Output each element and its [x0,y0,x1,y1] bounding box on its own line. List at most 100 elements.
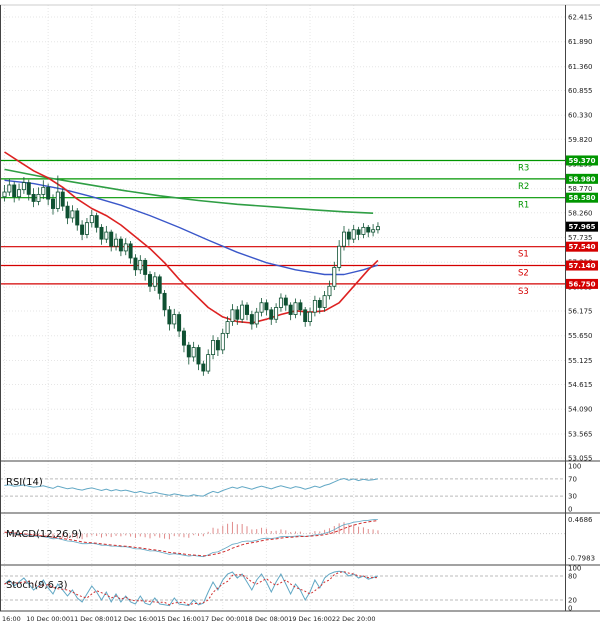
stoch-axis-tick: 80 [568,573,577,581]
candle [327,285,332,297]
candle [259,302,264,313]
candle [196,347,201,365]
candle [288,304,293,315]
candle [351,229,356,240]
x-axis-label: 10 Dec 00:00 [26,615,70,623]
x-axis-label: 22 Dec 20:00 [332,615,376,623]
candle [123,243,128,252]
rsi-line [4,477,378,497]
rsi-panel-title: RSI(14) [6,477,43,488]
candle [206,354,211,372]
candle [244,304,249,315]
price-axis-tick: 53.565 [568,430,593,438]
stoch-k-line [4,570,379,607]
price-axis-tick: 55.650 [568,332,593,340]
price-axis-tick: 58.260 [568,209,593,217]
candle [225,321,230,334]
candle [26,182,31,195]
macd-panel-title: MACD(12,26,9) [6,529,82,540]
x-axis-label: 15 Dec 16:00 [157,615,201,623]
candle [31,193,36,202]
candle [211,340,216,355]
price-axis-tick: 60.855 [568,87,593,95]
resistance-label-r2: R2 [518,182,529,192]
x-axis-label: 17 Dec 00:00 [201,615,245,623]
candle [65,205,70,219]
price-axis-tick: 60.330 [568,112,593,120]
price-axis-tick: 61.890 [568,38,593,46]
candle [371,229,376,233]
candle [17,189,22,198]
svg-text:58.980: 58.980 [568,175,595,183]
x-axis-label: 19 Dec 16:00 [288,615,332,623]
support-price-box [566,241,598,252]
x-axis-label: 18 Dec 08:00 [245,615,289,623]
price-axis-tick: 54.090 [568,406,593,414]
candle [152,276,157,287]
resistance-label-r1: R1 [518,201,529,211]
price-axis-tick: 56.175 [568,308,593,316]
candle [346,231,351,240]
candle [264,302,269,311]
stoch-panel-title: Stoch(9,6,3) [6,580,68,591]
panel-frame [0,4,600,612]
candle [269,309,274,320]
candle [254,311,259,325]
candle [99,226,104,240]
price-axis-tick: 55.125 [568,357,593,365]
candle [128,243,133,259]
resistance-price-box [566,155,598,166]
price-axis-tick: 62.415 [568,14,593,22]
candle [186,344,191,358]
candle [220,332,225,351]
price-axis-tick: 58.770 [568,185,593,193]
candle [51,198,56,209]
candle [167,309,172,325]
candle [201,363,206,372]
candle [70,210,75,219]
support-price-box [566,278,598,289]
candle [89,215,94,224]
candle [7,184,12,193]
candle [133,257,138,271]
support-label-s1: S1 [518,250,529,260]
candle [80,224,85,235]
candle [55,191,60,209]
x-axis-label: 12 Dec 16:00 [114,615,158,623]
candle [114,238,119,247]
candles-layer [2,175,380,376]
candle [337,245,342,268]
price-axis-tick: 59.820 [568,136,593,144]
svg-text:57.965: 57.965 [568,223,595,231]
macd-signal-line [4,520,378,557]
svg-text:57.140: 57.140 [568,262,595,270]
rsi-axis-tick: 70 [568,475,577,483]
support-price-box [566,260,598,271]
candle [109,231,114,247]
grid-layer [0,5,565,611]
candle [298,302,303,311]
time-axis: 16:00 10 Dec 00:00 11 Dec 08:00 12 Dec 16:0… [2,615,376,623]
stoch-d-line [4,571,378,606]
macd-line [4,519,378,558]
price-axis-tick: 54.615 [568,381,593,389]
ma-mid-blue [4,179,379,276]
svg-text:58.580: 58.580 [568,194,595,202]
svg-text:57.540: 57.540 [568,243,595,251]
candle [12,184,17,198]
candle [191,347,196,358]
candle [177,314,182,332]
candle [356,229,361,235]
candle [215,340,220,351]
x-axis-label: 11 Dec 08:00 [70,615,114,623]
candle [94,215,99,228]
candle [341,231,346,247]
candle [157,276,162,294]
support-label-s2: S2 [518,269,529,279]
candle [235,309,240,320]
price-axis-tick: 61.360 [568,63,593,71]
svg-text:59.370: 59.370 [568,157,595,165]
candle [230,309,235,323]
